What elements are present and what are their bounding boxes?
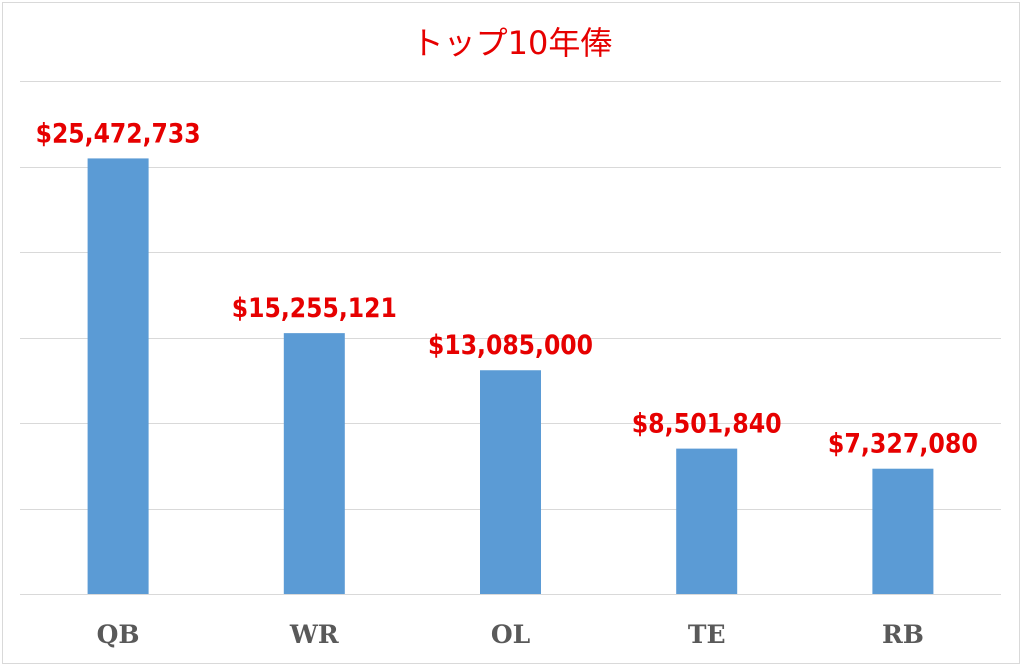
bar-value-label-rb: $7,327,080 (828, 429, 978, 460)
bar-value-label-wr: $15,255,121 (232, 293, 397, 324)
category-label-ol: OL (491, 620, 531, 649)
bar-value-label-te: $8,501,840 (632, 409, 782, 440)
category-label-rb: RB (882, 620, 924, 649)
bar-wr (283, 333, 345, 594)
bar-qb (87, 158, 149, 594)
category-label-te: TE (688, 620, 726, 649)
bar-ol (480, 370, 541, 594)
bar-te (676, 448, 738, 594)
bar-value-label-ol: $13,085,000 (428, 330, 593, 361)
category-label-wr: WR (289, 620, 339, 649)
chart-title: トップ10年俸 (411, 24, 613, 62)
category-label-qb: QB (97, 620, 140, 649)
bar-value-label-qb: $25,472,733 (36, 118, 201, 149)
bar-rb (872, 468, 934, 594)
